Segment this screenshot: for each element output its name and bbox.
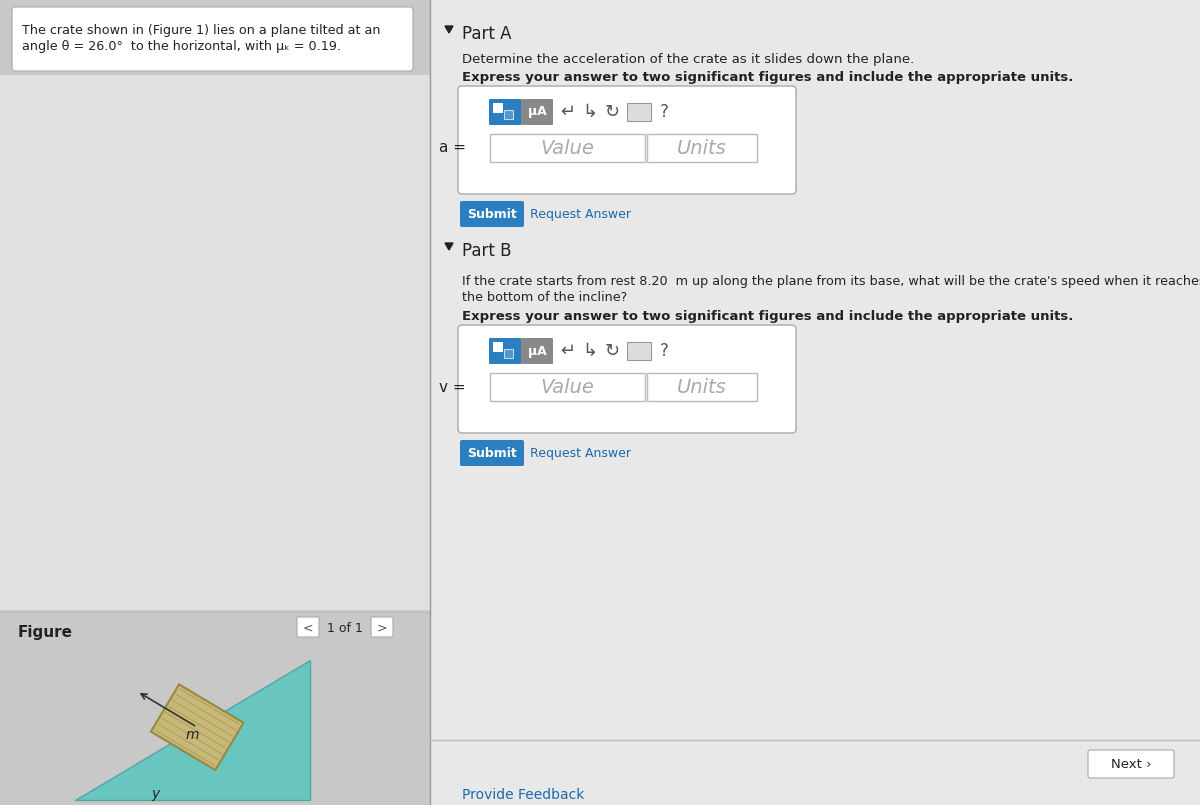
Bar: [493, 342, 503, 352]
Text: y: y: [151, 786, 160, 801]
Text: >: >: [377, 621, 388, 634]
Text: ↳: ↳: [582, 342, 598, 360]
Text: ?: ?: [660, 342, 668, 360]
Text: Request Answer: Request Answer: [530, 208, 631, 221]
Text: angle θ = 26.0°  to the horizontal, with μₖ = 0.19.: angle θ = 26.0° to the horizontal, with …: [22, 40, 341, 53]
Bar: [647, 134, 757, 162]
Text: Units: Units: [677, 138, 727, 158]
Text: Submit: Submit: [467, 447, 517, 460]
Text: Value: Value: [540, 138, 594, 158]
FancyBboxPatch shape: [490, 338, 521, 364]
Text: Express your answer to two significant figures and include the appropriate units: Express your answer to two significant f…: [462, 310, 1073, 323]
Text: ↵: ↵: [560, 103, 576, 121]
FancyBboxPatch shape: [458, 86, 796, 194]
Text: the bottom of the incline?: the bottom of the incline?: [462, 291, 628, 304]
Text: a =: a =: [439, 141, 466, 155]
Text: ↳: ↳: [582, 103, 598, 121]
FancyBboxPatch shape: [628, 103, 650, 121]
FancyBboxPatch shape: [298, 617, 319, 637]
Text: The crate shown in (Figure 1) lies on a plane tilted at an: The crate shown in (Figure 1) lies on a …: [22, 24, 380, 37]
Bar: [647, 373, 757, 401]
Bar: [430, 0, 1200, 805]
Text: μA: μA: [528, 105, 546, 118]
Text: Next ›: Next ›: [1111, 758, 1151, 770]
FancyBboxPatch shape: [628, 342, 650, 360]
Text: If the crate starts from rest 8.20  m up along the plane from its base, what wil: If the crate starts from rest 8.20 m up …: [462, 275, 1200, 288]
Bar: [0, 0, 430, 805]
Bar: [493, 103, 503, 113]
FancyBboxPatch shape: [371, 617, 394, 637]
Text: Submit: Submit: [467, 208, 517, 221]
Text: v =: v =: [439, 379, 466, 394]
Polygon shape: [445, 243, 454, 250]
FancyBboxPatch shape: [1088, 750, 1174, 778]
Text: Part B: Part B: [462, 242, 511, 260]
Bar: [0, 75, 430, 610]
Bar: [490, 373, 646, 401]
FancyBboxPatch shape: [460, 440, 524, 466]
FancyBboxPatch shape: [490, 99, 521, 125]
Text: 1 of 1: 1 of 1: [328, 621, 362, 634]
Bar: [490, 134, 646, 162]
Text: Part A: Part A: [462, 25, 511, 43]
Text: ↻: ↻: [605, 342, 619, 360]
Bar: [504, 349, 514, 358]
FancyBboxPatch shape: [521, 338, 553, 364]
FancyBboxPatch shape: [458, 325, 796, 433]
Bar: [504, 110, 514, 119]
Text: Express your answer to two significant figures and include the appropriate units: Express your answer to two significant f…: [462, 71, 1073, 84]
Text: Figure: Figure: [18, 625, 73, 640]
Text: ↵: ↵: [560, 342, 576, 360]
FancyBboxPatch shape: [521, 99, 553, 125]
Text: Determine the acceleration of the crate as it slides down the plane.: Determine the acceleration of the crate …: [462, 53, 914, 66]
Text: m: m: [186, 729, 199, 742]
Text: μA: μA: [528, 345, 546, 357]
Text: <: <: [302, 621, 313, 634]
Text: Request Answer: Request Answer: [530, 447, 631, 460]
Text: ?: ?: [660, 103, 668, 121]
Polygon shape: [445, 26, 454, 33]
Text: Units: Units: [677, 378, 727, 397]
Polygon shape: [74, 660, 310, 800]
FancyBboxPatch shape: [12, 7, 413, 71]
FancyBboxPatch shape: [460, 201, 524, 227]
Polygon shape: [151, 684, 244, 770]
Text: Value: Value: [540, 378, 594, 397]
Text: Provide Feedback: Provide Feedback: [462, 788, 584, 802]
Text: ↻: ↻: [605, 103, 619, 121]
